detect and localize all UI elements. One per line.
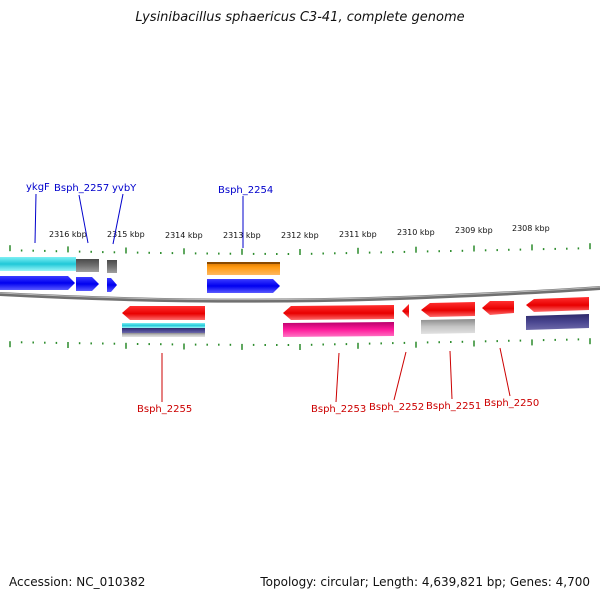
gene-label-Bsph_2250[interactable]: Bsph_2250 [484,398,539,409]
accession-text: Accession: NC_010382 [9,575,146,589]
gene-arrow-Bsph_2250-b[interactable] [526,297,589,312]
gene-feature-Bsph_2251[interactable] [421,319,475,334]
lower-tick-row [9,338,591,350]
ruler-label: 2312 kbp [281,231,319,240]
ruler-label: 2315 kbp [107,230,145,239]
gene-arrow-Bsph_2251[interactable] [421,302,475,317]
gene-feature-Bsph_2255-c[interactable] [122,333,205,337]
ruler-label: 2314 kbp [165,231,203,240]
gene-arrow-Bsph_2254[interactable] [207,279,280,293]
gene-label-Bsph_2257[interactable]: Bsph_2257 [54,183,109,194]
reverse-gene-arrows [122,297,589,320]
genome-backbone [0,286,600,303]
callout-line-Bsph_2250 [499,347,511,397]
callout-line-Bsph_2257 [78,194,89,244]
gene-label-Bsph_2254[interactable]: Bsph_2254 [218,185,273,196]
gene-feature-yvbY[interactable] [107,260,117,273]
gene-label-Bsph_2251[interactable]: Bsph_2251 [426,401,481,412]
ruler-label: 2316 kbp [49,230,87,239]
gene-feature-Bsph_2253[interactable] [283,322,394,337]
gene-label-Bsph_2252[interactable]: Bsph_2252 [369,402,424,413]
callout-line-Bsph_2252 [393,351,407,401]
lower-feature-track [122,314,589,337]
backbone-highlight [0,286,600,301]
gene-label-yvbY[interactable]: yvbY [112,183,137,194]
upper-callouts [34,193,244,248]
callout-line-yvbY [112,193,124,245]
gene-arrow-Bsph_2250-a[interactable] [482,301,514,315]
feature-edge [207,262,280,264]
gene-label-Bsph_2255[interactable]: Bsph_2255 [137,404,192,415]
ruler-label: 2310 kbp [397,228,435,237]
lower-callouts [161,347,511,403]
ruler-label: 2313 kbp [223,231,261,240]
gene-arrow-Bsph_2255[interactable] [122,306,205,320]
gene-feature-Bsph_2254[interactable] [207,262,280,275]
callout-line-ykgF [34,193,37,244]
ruler-label: 2311 kbp [339,230,377,239]
map-title: Lysinibacillus sphaericus C3-41, complet… [135,10,465,25]
gene-feature-Bsph_2255-a[interactable] [122,323,205,328]
gene-feature-ykgF[interactable] [0,257,76,271]
callout-line-Bsph_2251 [449,350,453,400]
gene-feature-Bsph_2250[interactable] [526,314,589,330]
gene-arrow-Bsph_2257[interactable] [76,277,99,291]
gene-arrow-Bsph_2253[interactable] [283,305,394,320]
upper-tick-row [9,243,591,255]
forward-gene-arrows [0,276,280,293]
upper-feature-track [0,257,280,275]
genome-summary-text: Topology: circular; Length: 4,639,821 bp… [260,575,590,589]
gene-feature-Bsph_2255-b[interactable] [122,328,205,333]
gene-feature-Bsph_2257[interactable] [76,259,99,272]
callout-line-Bsph_2253 [335,352,340,403]
gene-label-Bsph_2253[interactable]: Bsph_2253 [311,404,366,415]
gene-arrow-ykgF[interactable] [0,276,75,290]
gene-arrow-yvbY[interactable] [107,278,117,292]
gene-label-ykgF[interactable]: ykgF [26,182,50,193]
gene-arrow-Bsph_2252[interactable] [402,304,409,318]
ruler-label: 2309 kbp [455,226,493,235]
ruler-label: 2308 kbp [512,224,550,233]
